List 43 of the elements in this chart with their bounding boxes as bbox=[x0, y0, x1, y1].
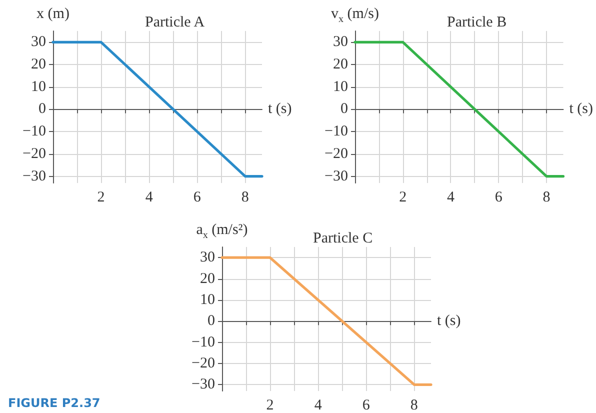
y-tick-label: −10 bbox=[324, 124, 348, 140]
y-tick-label: −10 bbox=[192, 334, 215, 350]
y-tick-label: −30 bbox=[192, 376, 215, 393]
y-tick-label: −20 bbox=[22, 146, 46, 162]
y-tick-label: 20 bbox=[333, 56, 348, 73]
x-tick-label: 4 bbox=[314, 398, 322, 413]
x-axis-title: t (s) bbox=[569, 101, 594, 118]
x-tick-label: 6 bbox=[193, 190, 202, 206]
y-tick-label: −20 bbox=[324, 146, 348, 162]
x-tick-label: 8 bbox=[410, 398, 418, 413]
y-axis-title: v$_{x}$ (m/s) bbox=[331, 6, 379, 25]
x-tick-label: 4 bbox=[145, 190, 154, 206]
y-tick-label: 0 bbox=[208, 313, 215, 330]
y-tick-label: −30 bbox=[324, 168, 348, 184]
x-tick-label: 8 bbox=[241, 190, 249, 206]
x-tick-label: 2 bbox=[266, 398, 274, 413]
y-tick-label: 30 bbox=[200, 250, 215, 266]
x-axis-title: t (s) bbox=[437, 313, 461, 330]
y-tick-label: −10 bbox=[22, 124, 46, 140]
chart-title: Particle C bbox=[313, 230, 373, 246]
caption: FIGURE P2.37 bbox=[8, 396, 100, 410]
y-tick-label: 20 bbox=[31, 56, 46, 73]
x-tick-label: 4 bbox=[447, 190, 455, 206]
y-axis-title: x (m) bbox=[36, 6, 70, 23]
y-tick-label: 30 bbox=[31, 34, 46, 50]
x-tick-label: 6 bbox=[494, 190, 503, 206]
y-axis-title: a$_{x}$ (m/s²) bbox=[196, 222, 248, 241]
chart-title: Particle B bbox=[447, 14, 507, 30]
y-tick-label: 20 bbox=[200, 270, 215, 287]
y-tick-label: 0 bbox=[340, 101, 348, 118]
y-tick-label: −20 bbox=[192, 355, 215, 372]
x-tick-label: 2 bbox=[399, 190, 407, 206]
x-tick-label: 2 bbox=[97, 190, 105, 206]
y-tick-label: 10 bbox=[333, 78, 348, 95]
x-tick-label: 8 bbox=[542, 190, 550, 206]
y-tick-label: −30 bbox=[22, 168, 46, 184]
y-tick-label: 10 bbox=[31, 78, 46, 95]
y-tick-label: 10 bbox=[200, 292, 215, 308]
y-tick-label: 30 bbox=[333, 34, 348, 50]
x-tick-label: 6 bbox=[362, 398, 370, 413]
y-tick-label: 0 bbox=[38, 101, 46, 118]
chart-title: Particle A bbox=[145, 14, 205, 30]
x-axis-title: t (s) bbox=[268, 101, 292, 118]
